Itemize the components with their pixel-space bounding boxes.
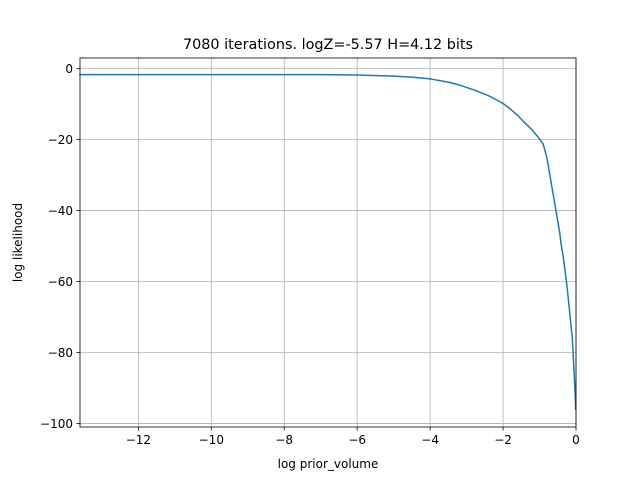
y-axis-label: log likelihood	[11, 203, 25, 282]
x-tick-label: −8	[275, 433, 293, 447]
y-tick-label: −80	[48, 346, 73, 360]
axes-frame	[79, 57, 577, 428]
y-tick-label: −60	[48, 275, 73, 289]
y-tick-label: −40	[48, 204, 73, 218]
y-tick-label: −20	[48, 133, 73, 147]
plot-area	[79, 73, 577, 411]
y-axis-ticks: 0 −20 −40 −60 −80 −100	[40, 62, 80, 431]
likelihood-series-line	[79, 73, 577, 411]
x-tick-label: 0	[572, 433, 580, 447]
grid	[80, 58, 577, 427]
chart-title: 7080 iterations. logZ=-5.57 H=4.12 bits	[183, 37, 473, 53]
y-tick-label: 0	[65, 62, 73, 76]
x-axis-ticks: −12 −10 −8 −6 −4 −2 0	[126, 427, 580, 447]
x-tick-label: −4	[421, 433, 439, 447]
x-axis-label: log prior_volume	[278, 457, 379, 471]
x-tick-label: −12	[126, 433, 151, 447]
x-tick-label: −10	[199, 433, 224, 447]
y-tick-label: −100	[40, 417, 73, 431]
x-tick-label: −2	[494, 433, 512, 447]
x-tick-label: −6	[348, 433, 366, 447]
